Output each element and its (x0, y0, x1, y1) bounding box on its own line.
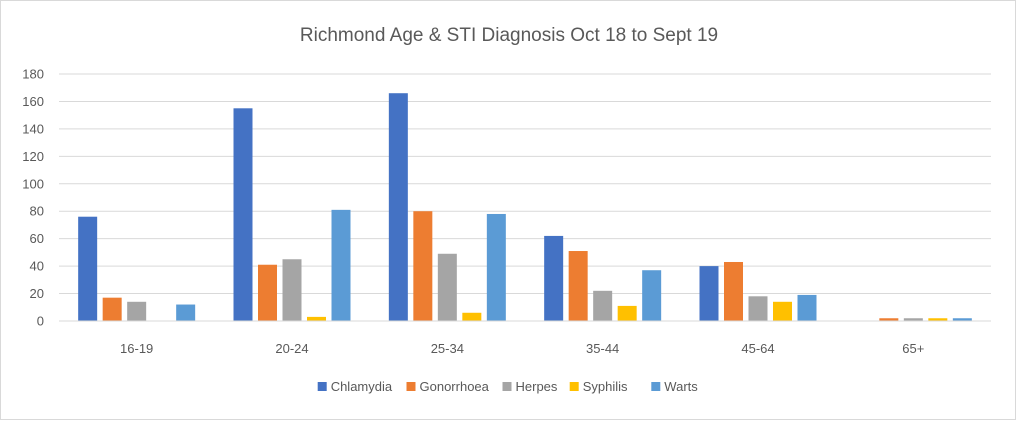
legend-swatch (569, 382, 579, 391)
bar-syphilis-45-64 (773, 301, 792, 321)
bar-syphilis-20-24 (307, 316, 326, 321)
bar-warts-25-34 (486, 213, 506, 321)
y-tick-label: 40 (30, 259, 44, 274)
bar-chlamydia-45-64 (699, 266, 719, 321)
bar-gonorrhoea-35-44 (568, 251, 588, 321)
gridlines (59, 73, 991, 295)
bar-warts-16-19 (176, 304, 196, 321)
bar-herpes-16-19 (127, 301, 147, 321)
legend: Chlamydia Gonorrhoea Herpes Syphilis Warts (317, 379, 698, 394)
legend-item-herpes: Herpes (502, 379, 558, 394)
legend-label: Syphilis (583, 379, 628, 394)
bar-chlamydia-35-44 (544, 235, 564, 321)
bar-herpes-25-34 (437, 253, 457, 321)
y-tick-label: 120 (22, 149, 44, 164)
x-tick-label: 20-24 (275, 341, 308, 356)
bar-herpes-35-44 (593, 290, 613, 321)
bar-warts-20-24 (331, 209, 351, 321)
bars (78, 93, 972, 321)
bar-gonorrhoea-45-64 (724, 261, 743, 321)
legend-item-gonorrhoea: Gonorrhoea (406, 379, 490, 394)
y-tick-label: 80 (30, 204, 44, 219)
bar-chlamydia-16-19 (78, 216, 98, 321)
x-tick-label: 65+ (902, 341, 924, 356)
bar-herpes-65+ (903, 318, 923, 321)
y-axis-ticks: 0 20 40 60 80 100 120 140 160 180 (22, 67, 44, 329)
bar-warts-65+ (952, 318, 972, 321)
bar-syphilis-65+ (928, 318, 948, 321)
legend-swatch (502, 382, 512, 391)
bar-gonorrhoea-65+ (879, 318, 899, 321)
legend-item-chlamydia: Chlamydia (317, 379, 393, 394)
x-tick-label: 25-34 (431, 341, 464, 356)
bar-syphilis-25-34 (462, 312, 482, 321)
x-tick-label: 45-64 (741, 341, 774, 356)
bar-chlamydia-20-24 (233, 108, 253, 321)
legend-item-syphilis: Syphilis (569, 379, 628, 394)
bar-warts-45-64 (797, 294, 817, 321)
y-tick-label: 140 (22, 121, 44, 136)
bar-chlamydia-25-34 (388, 93, 408, 321)
x-tick-label: 16-19 (120, 341, 153, 356)
y-tick-label: 20 (30, 286, 44, 301)
legend-swatch (317, 382, 327, 391)
bar-gonorrhoea-20-24 (258, 264, 277, 321)
legend-label: Herpes (516, 379, 558, 394)
y-tick-label: 180 (22, 67, 44, 82)
y-tick-label: 100 (22, 176, 44, 191)
bar-herpes-45-64 (748, 296, 768, 321)
y-tick-label: 60 (30, 231, 44, 246)
legend-item-warts: Warts (651, 379, 698, 394)
legend-swatch (406, 382, 416, 391)
bar-gonorrhoea-16-19 (102, 297, 122, 321)
x-tick-label: 35-44 (586, 341, 619, 356)
bar-herpes-20-24 (282, 259, 302, 321)
legend-label: Chlamydia (331, 379, 393, 394)
bar-syphilis-35-44 (617, 305, 637, 321)
x-axis-ticks: 16-19 20-24 25-34 35-44 45-64 65+ (120, 341, 924, 356)
legend-label: Warts (664, 379, 698, 394)
bar-gonorrhoea-25-34 (413, 211, 433, 321)
legend-swatch (651, 382, 661, 391)
y-tick-label: 0 (37, 314, 44, 329)
chart-title: Richmond Age & STI Diagnosis Oct 18 to S… (300, 25, 718, 46)
legend-label: Gonorrhoea (420, 379, 490, 394)
bar-warts-35-44 (642, 270, 662, 321)
y-tick-label: 160 (22, 94, 44, 109)
